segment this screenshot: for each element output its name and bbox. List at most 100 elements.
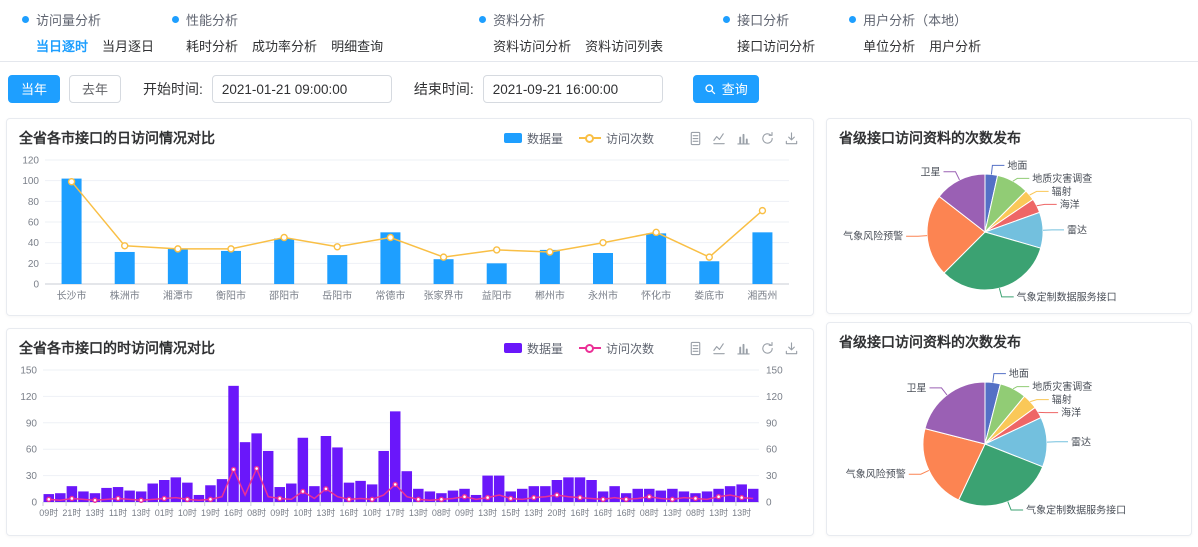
svg-text:08时: 08时 bbox=[247, 507, 266, 518]
svg-text:益阳市: 益阳市 bbox=[482, 289, 512, 302]
nav-group-title: 性能分析 bbox=[172, 10, 383, 29]
search-icon bbox=[704, 83, 717, 96]
start-time-input[interactable] bbox=[212, 75, 392, 103]
svg-text:30: 30 bbox=[766, 471, 778, 482]
data-view-icon[interactable] bbox=[688, 131, 703, 146]
hourly-chart-legend: 数据量访问次数 bbox=[504, 340, 654, 357]
svg-text:13时: 13时 bbox=[316, 507, 335, 518]
legend-item-数据量[interactable]: 数据量 bbox=[504, 130, 563, 147]
svg-text:40: 40 bbox=[28, 238, 40, 249]
switch-bar-icon[interactable] bbox=[736, 131, 751, 146]
legend-item-访问次数[interactable]: 访问次数 bbox=[579, 130, 654, 147]
svg-text:120: 120 bbox=[766, 392, 783, 403]
svg-text:湘潭市: 湘潭市 bbox=[163, 289, 193, 302]
legend-circle-icon bbox=[585, 344, 594, 353]
svg-text:10时: 10时 bbox=[178, 507, 197, 518]
svg-text:辐射: 辐射 bbox=[1052, 393, 1072, 406]
hourly-chart-title: 全省各市接口的时访问情况对比 bbox=[19, 338, 215, 358]
pie-card-bottom: 省级接口访问资料的次数发布 地面地质灾害调查辐射海洋雷达气象定制数据服务接口气象… bbox=[826, 322, 1192, 536]
legend-circle-icon bbox=[585, 134, 594, 143]
svg-text:郴州市: 郴州市 bbox=[535, 289, 565, 302]
svg-text:09时: 09时 bbox=[455, 507, 474, 518]
switch-bar-icon[interactable] bbox=[736, 341, 751, 356]
legend-item-数据量[interactable]: 数据量 bbox=[504, 340, 563, 357]
svg-text:海洋: 海洋 bbox=[1060, 198, 1080, 211]
svg-text:0: 0 bbox=[33, 280, 39, 291]
svg-text:卫星: 卫星 bbox=[906, 382, 926, 394]
switch-line-icon[interactable] bbox=[712, 341, 727, 356]
svg-text:10时: 10时 bbox=[363, 507, 382, 518]
save-image-icon[interactable] bbox=[784, 341, 799, 356]
nav-item-当日逐时[interactable]: 当日逐时 bbox=[36, 36, 88, 55]
data-view-icon[interactable] bbox=[688, 341, 703, 356]
svg-text:海洋: 海洋 bbox=[1061, 406, 1081, 419]
svg-text:地质灾害调查: 地质灾害调查 bbox=[1032, 380, 1092, 393]
last-year-button[interactable]: 去年 bbox=[69, 75, 121, 103]
bullet-dot-icon bbox=[22, 16, 29, 23]
svg-text:09时: 09时 bbox=[39, 507, 58, 518]
nav-item-成功率分析[interactable]: 成功率分析 bbox=[252, 36, 317, 55]
legend-label: 访问次数 bbox=[606, 130, 654, 147]
svg-text:16时: 16时 bbox=[617, 507, 636, 518]
pie-bottom-title: 省级接口访问资料的次数发布 bbox=[839, 332, 1021, 352]
bullet-dot-icon bbox=[723, 16, 730, 23]
nav-group-1: 性能分析耗时分析成功率分析明细查询 bbox=[172, 10, 383, 55]
end-time-input[interactable] bbox=[483, 75, 663, 103]
svg-text:怀化市: 怀化市 bbox=[641, 289, 671, 302]
save-image-icon[interactable] bbox=[784, 131, 799, 146]
svg-text:13时: 13时 bbox=[132, 507, 151, 518]
svg-text:21时: 21时 bbox=[62, 507, 81, 518]
svg-text:永州市: 永州市 bbox=[588, 289, 618, 302]
svg-text:13时: 13时 bbox=[409, 507, 428, 518]
nav-item-单位分析[interactable]: 单位分析 bbox=[863, 36, 915, 55]
nav-group-title: 接口分析 bbox=[723, 10, 815, 29]
legend-label: 数据量 bbox=[527, 130, 563, 147]
svg-text:13时: 13时 bbox=[732, 507, 751, 518]
pie-bottom-canvas: 地面地质灾害调查辐射海洋雷达气象定制数据服务接口气象风险预警卫星 bbox=[827, 352, 1173, 530]
nav-item-明细查询[interactable]: 明细查询 bbox=[331, 36, 383, 55]
nav-group-title: 资料分析 bbox=[479, 10, 663, 29]
nav-item-用户分析[interactable]: 用户分析 bbox=[929, 36, 981, 55]
legend-item-访问次数[interactable]: 访问次数 bbox=[579, 340, 654, 357]
svg-text:邵阳市: 邵阳市 bbox=[269, 289, 299, 302]
nav-item-当月逐日[interactable]: 当月逐日 bbox=[102, 36, 154, 55]
svg-text:13时: 13时 bbox=[85, 507, 104, 518]
search-button[interactable]: 查询 bbox=[693, 75, 759, 103]
restore-icon[interactable] bbox=[760, 131, 775, 146]
svg-text:60: 60 bbox=[26, 445, 38, 456]
nav-group-2: 资料分析资料访问分析资料访问列表 bbox=[479, 10, 663, 55]
daily-chart-card: 全省各市接口的日访问情况对比 数据量访问次数 020406080100120长沙… bbox=[6, 118, 814, 316]
svg-text:01时: 01时 bbox=[155, 507, 174, 518]
nav-item-资料访问分析[interactable]: 资料访问分析 bbox=[493, 36, 571, 55]
daily-chart-toolbox bbox=[688, 131, 799, 146]
svg-text:株洲市: 株洲市 bbox=[110, 289, 140, 302]
svg-text:湘西州: 湘西州 bbox=[747, 289, 777, 302]
restore-icon[interactable] bbox=[760, 341, 775, 356]
svg-text:娄底市: 娄底市 bbox=[694, 289, 724, 302]
svg-text:150: 150 bbox=[20, 366, 37, 377]
svg-text:16时: 16时 bbox=[224, 507, 243, 518]
nav-group-title: 用户分析（本地） bbox=[849, 10, 981, 29]
svg-text:15时: 15时 bbox=[501, 507, 520, 518]
hourly-chart-card: 全省各市接口的时访问情况对比 数据量访问次数 00303060609090120… bbox=[6, 328, 814, 536]
svg-text:60: 60 bbox=[766, 445, 778, 456]
this-year-button[interactable]: 当年 bbox=[8, 75, 60, 103]
switch-line-icon[interactable] bbox=[712, 131, 727, 146]
daily-chart-legend: 数据量 访问次数 bbox=[504, 130, 654, 147]
nav-item-资料访问列表[interactable]: 资料访问列表 bbox=[585, 36, 663, 55]
svg-text:16时: 16时 bbox=[594, 507, 613, 518]
svg-text:120: 120 bbox=[22, 156, 39, 167]
legend-bar-marker-icon bbox=[504, 343, 522, 353]
svg-text:长沙市: 长沙市 bbox=[57, 289, 87, 302]
nav-item-接口访问分析[interactable]: 接口访问分析 bbox=[737, 36, 815, 55]
svg-text:20: 20 bbox=[28, 259, 40, 270]
bullet-dot-icon bbox=[849, 16, 856, 23]
nav-item-耗时分析[interactable]: 耗时分析 bbox=[186, 36, 238, 55]
hourly-chart-canvas: 0030306060909012012015015009时21时13时11时13… bbox=[7, 358, 807, 530]
svg-text:气象定制数据服务接口: 气象定制数据服务接口 bbox=[1026, 504, 1126, 517]
pie-top-title: 省级接口访问资料的次数发布 bbox=[839, 128, 1021, 148]
svg-text:150: 150 bbox=[766, 366, 783, 377]
daily-chart-canvas: 020406080100120长沙市株洲市湘潭市衡阳市邵阳市岳阳市常德市张家界市… bbox=[7, 148, 799, 310]
svg-text:辐射: 辐射 bbox=[1052, 185, 1072, 198]
svg-text:10时: 10时 bbox=[293, 507, 312, 518]
